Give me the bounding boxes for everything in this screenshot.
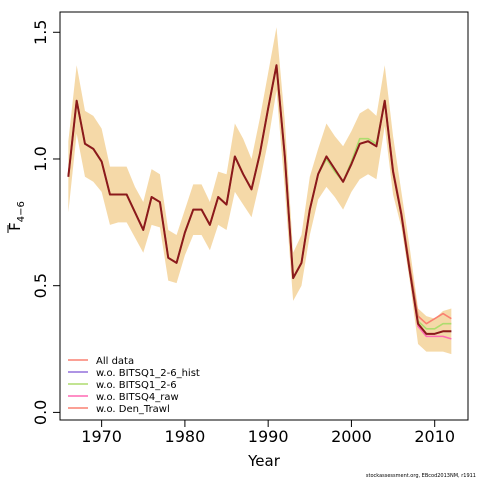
y-tick-label: 1.0 [31, 146, 50, 171]
legend-label: w.o. BITSQ1_2-6_hist [96, 368, 200, 379]
legend-label: w.o. Den_Trawl [96, 404, 170, 415]
legend-label: w.o. BITSQ4_raw [96, 392, 179, 403]
x-tick-label: 1990 [248, 427, 289, 446]
plot-area [67, 27, 452, 355]
x-axis-label: Year [247, 452, 281, 470]
y-tick-label: 1.5 [31, 20, 50, 45]
legend-label: All data [96, 356, 134, 367]
series-line-5 [67, 64, 452, 335]
x-tick-label: 2000 [331, 427, 372, 446]
y-axis-label: F4−6 [6, 201, 27, 231]
y-axis-label-main: F [6, 222, 24, 231]
y-tick-label: 0.0 [31, 400, 50, 425]
credit-text: stockassessment.org, EBcod2013NM, r1911 [366, 473, 476, 479]
svg-text:F4−6: F4−6 [6, 201, 27, 231]
x-tick-label: 2010 [414, 427, 455, 446]
y-axis-label-subscript: 4−6 [16, 201, 27, 222]
y-tick-label: 0.5 [31, 273, 50, 298]
legend-label: w.o. BITSQ1_2-6 [96, 380, 177, 391]
axes: 1970 1980 1990 2000 2010 0.0 0.5 1.0 1.5 [31, 20, 455, 446]
x-tick-label: 1970 [81, 427, 122, 446]
x-tick-label: 1980 [165, 427, 206, 446]
